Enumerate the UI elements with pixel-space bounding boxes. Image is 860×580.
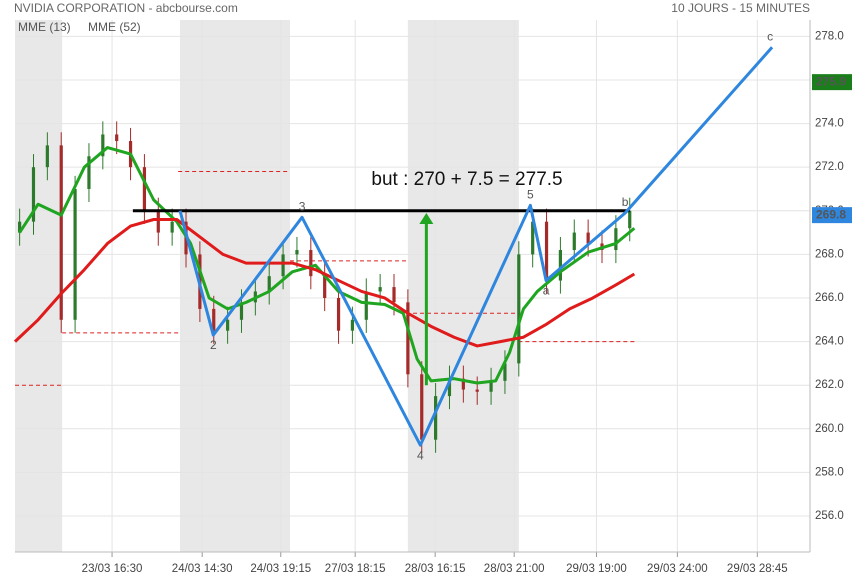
y-tick-label: 262.0	[815, 379, 844, 391]
x-tick-label: 28/03 16:15	[405, 563, 466, 575]
candle-body	[489, 380, 493, 392]
candle-body	[434, 396, 438, 440]
ma-line	[18, 146, 636, 385]
y-tick-label: 266.0	[815, 292, 844, 304]
candle-body	[406, 302, 410, 375]
x-tick-label: 29/03 28:45	[727, 563, 788, 575]
wave-label: c	[767, 29, 773, 43]
wave-label: 5	[527, 187, 534, 201]
candle-body	[45, 145, 49, 168]
candle-body	[59, 145, 63, 320]
wave-label: 3	[299, 199, 306, 213]
candle-body	[226, 319, 230, 331]
candle-body	[614, 228, 618, 251]
candle-body	[420, 374, 424, 440]
price-tag	[812, 207, 852, 224]
session-shade	[15, 20, 63, 552]
y-tick-label: 260.0	[815, 423, 844, 435]
candle-body	[323, 276, 327, 298]
candle-body	[350, 319, 355, 331]
candle-body	[475, 389, 479, 392]
x-tick-label: 29/03 19:00	[566, 563, 627, 575]
candle-body	[18, 221, 22, 233]
x-tick-label: 24/03 14:30	[172, 563, 233, 575]
candle-body	[87, 156, 91, 189]
x-tick-label: 29/03 24:00	[647, 563, 708, 575]
y-tick-label: 272.0	[815, 161, 844, 173]
arrow-head	[419, 212, 434, 224]
candle-body	[461, 378, 465, 390]
candle-body	[156, 210, 160, 233]
candle-body	[572, 232, 576, 251]
candle-body	[503, 363, 507, 381]
annotation: but : 270 + 7.5 = 277.5	[371, 169, 562, 190]
legend-entry: MME (13)	[18, 20, 71, 34]
candle-body	[101, 134, 105, 157]
candle-body	[239, 302, 244, 320]
candle-body	[558, 250, 563, 281]
price-tag	[812, 74, 852, 91]
candle-body	[170, 221, 174, 233]
candle-body	[212, 308, 216, 331]
candle-body	[586, 232, 590, 244]
x-tick-label: 24/03 19:15	[250, 563, 311, 575]
candle-body	[531, 221, 535, 255]
y-tick-label: 268.0	[815, 248, 844, 260]
x-tick-label: 28/03 21:00	[484, 563, 545, 575]
candle-body	[447, 378, 452, 397]
chart-title: NVIDIA CORPORATION - abcbourse.com	[14, 1, 238, 15]
candle-body	[628, 210, 632, 229]
chart-subtitle: 10 JOURS - 15 MINUTES	[671, 1, 810, 15]
candle-body	[115, 134, 119, 142]
candle-body	[517, 254, 521, 364]
candle-body	[295, 250, 299, 255]
candle-body	[73, 188, 77, 320]
wave-label: 4	[417, 448, 424, 462]
wave-label: a	[543, 284, 550, 298]
y-tick-label: 258.0	[815, 466, 844, 478]
wave-line	[178, 46, 774, 447]
candle-body	[267, 276, 271, 292]
candle-body	[544, 221, 549, 281]
candle-body	[31, 167, 36, 222]
wave-label: b	[622, 195, 629, 209]
y-tick-label: 256.0	[815, 510, 844, 522]
candle-body	[336, 297, 341, 331]
candle-body	[392, 287, 396, 303]
ma-line	[13, 218, 636, 348]
candle-body	[142, 167, 147, 211]
price-tag-label: 275.9	[816, 74, 846, 88]
y-tick-label: 264.0	[815, 336, 844, 348]
x-tick-label: 27/03 18:15	[325, 563, 386, 575]
price-tag-label: 269.8	[816, 207, 846, 221]
candle-body	[309, 250, 313, 277]
candle-body	[378, 287, 382, 292]
y-tick-label: 278.0	[815, 30, 844, 42]
y-tick-label: 274.0	[815, 118, 844, 130]
x-tick-label: 23/03 16:30	[82, 563, 143, 575]
wave-label: 2	[210, 338, 217, 352]
legend-entry: MME (52)	[88, 20, 141, 34]
candle-body	[281, 254, 285, 277]
candle-body	[364, 291, 368, 320]
